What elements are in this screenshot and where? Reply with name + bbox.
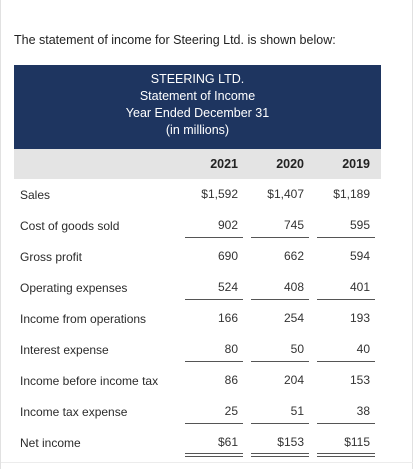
year-header-2019: 2019: [342, 157, 370, 171]
income-statement-table: STEERING LTD. Statement of Income Year E…: [14, 65, 381, 458]
row-value: 25: [181, 396, 247, 427]
underline: [251, 361, 309, 362]
row-label: Interest expense: [20, 342, 109, 357]
underline: [185, 423, 243, 424]
row-label: Income before income tax: [20, 373, 159, 388]
statement-title: Statement of Income: [139, 89, 256, 103]
year-header-row: 2021 2020 2019: [14, 149, 381, 179]
row-value: 193: [349, 311, 370, 325]
row-value: 166: [217, 311, 238, 325]
row-value: $153: [247, 427, 313, 458]
year-header-2021: 2021: [210, 157, 238, 171]
row-value: 51: [247, 396, 313, 427]
underline: [251, 237, 309, 238]
row-value: 662: [283, 249, 304, 263]
statement-header: STEERING LTD. Statement of Income Year E…: [14, 65, 381, 149]
row-value: 38: [313, 396, 379, 427]
row-value: 594: [349, 249, 370, 263]
row-value: 690: [217, 249, 238, 263]
row-value: $1,189: [333, 187, 370, 201]
row-value: 254: [283, 311, 304, 325]
statement-units: (in millions): [165, 123, 230, 137]
row-value: 40: [313, 334, 379, 365]
row-value: 86: [224, 373, 238, 387]
underline: [185, 299, 243, 300]
underline: [185, 237, 243, 238]
underline: [251, 423, 309, 424]
row-label: Income tax expense: [20, 404, 128, 419]
row-value: $1,592: [201, 187, 238, 201]
table-row: Gross profit 690 662 594: [14, 241, 381, 272]
year-header-2020: 2020: [276, 157, 304, 171]
double-underline: [251, 453, 309, 457]
row-label: Operating expenses: [20, 280, 128, 295]
bottom-divider: [1, 462, 413, 463]
row-value: 408: [247, 272, 313, 303]
underline: [317, 299, 375, 300]
row-label: Net income: [20, 435, 81, 450]
row-value: 595: [313, 210, 379, 241]
row-value: 204: [283, 373, 304, 387]
table-row: Income tax expense 25 51 38: [14, 396, 381, 427]
row-value: 524: [181, 272, 247, 303]
table-row: Net income $61 $153 $115: [14, 427, 381, 458]
table-row: Operating expenses 524 408 401: [14, 272, 381, 303]
clipped-previous-text: — · — · — ·: [1, 0, 413, 6]
table-row: Sales $1,592 $1,407 $1,189: [14, 179, 381, 210]
row-value: $115: [313, 427, 379, 458]
underline: [185, 361, 243, 362]
statement-period: Year Ended December 31: [125, 106, 270, 120]
row-value: 153: [349, 373, 370, 387]
row-value: $1,407: [267, 187, 304, 201]
row-label: Gross profit: [20, 249, 83, 264]
row-label: Sales: [20, 187, 51, 202]
row-value: 902: [181, 210, 247, 241]
table-row: Interest expense 80 50 40: [14, 334, 381, 365]
underline: [317, 423, 375, 424]
row-label: Income from operations: [20, 311, 147, 326]
row-value: $61: [181, 427, 247, 458]
table-row: Income before income tax 86 204 153: [14, 365, 381, 396]
intro-text: The statement of income for Steering Ltd…: [14, 33, 336, 47]
row-label: Cost of goods sold: [20, 218, 120, 233]
company-name: STEERING LTD.: [150, 72, 245, 86]
row-value: 80: [181, 334, 247, 365]
double-underline: [317, 453, 375, 457]
double-underline: [185, 453, 243, 457]
table-row: Cost of goods sold 902 745 595: [14, 210, 381, 241]
underline: [317, 361, 375, 362]
row-value: 50: [247, 334, 313, 365]
table-row: Income from operations 166 254 193: [14, 303, 381, 334]
row-value: 745: [247, 210, 313, 241]
underline: [251, 299, 309, 300]
underline: [317, 237, 375, 238]
row-value: 401: [313, 272, 379, 303]
